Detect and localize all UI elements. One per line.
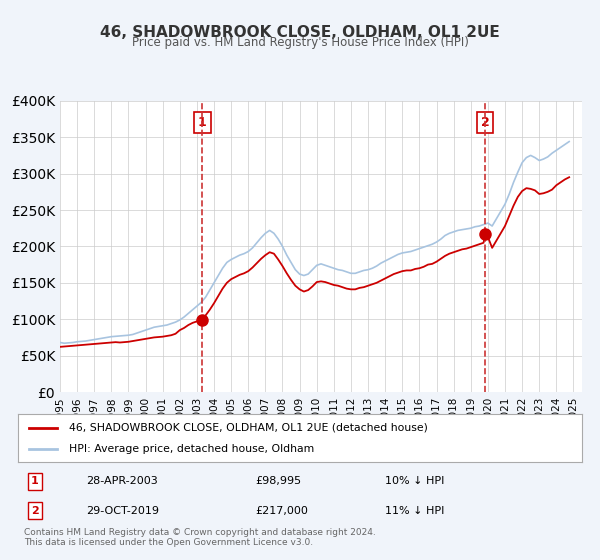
Text: 2: 2 [481,116,490,129]
Text: 29-OCT-2019: 29-OCT-2019 [86,506,158,516]
Text: £217,000: £217,000 [255,506,308,516]
Text: 46, SHADOWBROOK CLOSE, OLDHAM, OL1 2UE: 46, SHADOWBROOK CLOSE, OLDHAM, OL1 2UE [100,25,500,40]
Text: 10% ↓ HPI: 10% ↓ HPI [385,476,444,486]
Text: 2: 2 [31,506,39,516]
Text: HPI: Average price, detached house, Oldham: HPI: Average price, detached house, Oldh… [69,444,314,454]
Text: 46, SHADOWBROOK CLOSE, OLDHAM, OL1 2UE (detached house): 46, SHADOWBROOK CLOSE, OLDHAM, OL1 2UE (… [69,423,428,433]
Text: 1: 1 [31,476,39,486]
Text: 11% ↓ HPI: 11% ↓ HPI [385,506,444,516]
Text: This data is licensed under the Open Government Licence v3.0.: This data is licensed under the Open Gov… [24,538,313,547]
Text: 1: 1 [198,116,207,129]
Text: £98,995: £98,995 [255,476,301,486]
Text: Contains HM Land Registry data © Crown copyright and database right 2024.: Contains HM Land Registry data © Crown c… [24,528,376,536]
Text: Price paid vs. HM Land Registry's House Price Index (HPI): Price paid vs. HM Land Registry's House … [131,36,469,49]
Text: 28-APR-2003: 28-APR-2003 [86,476,157,486]
